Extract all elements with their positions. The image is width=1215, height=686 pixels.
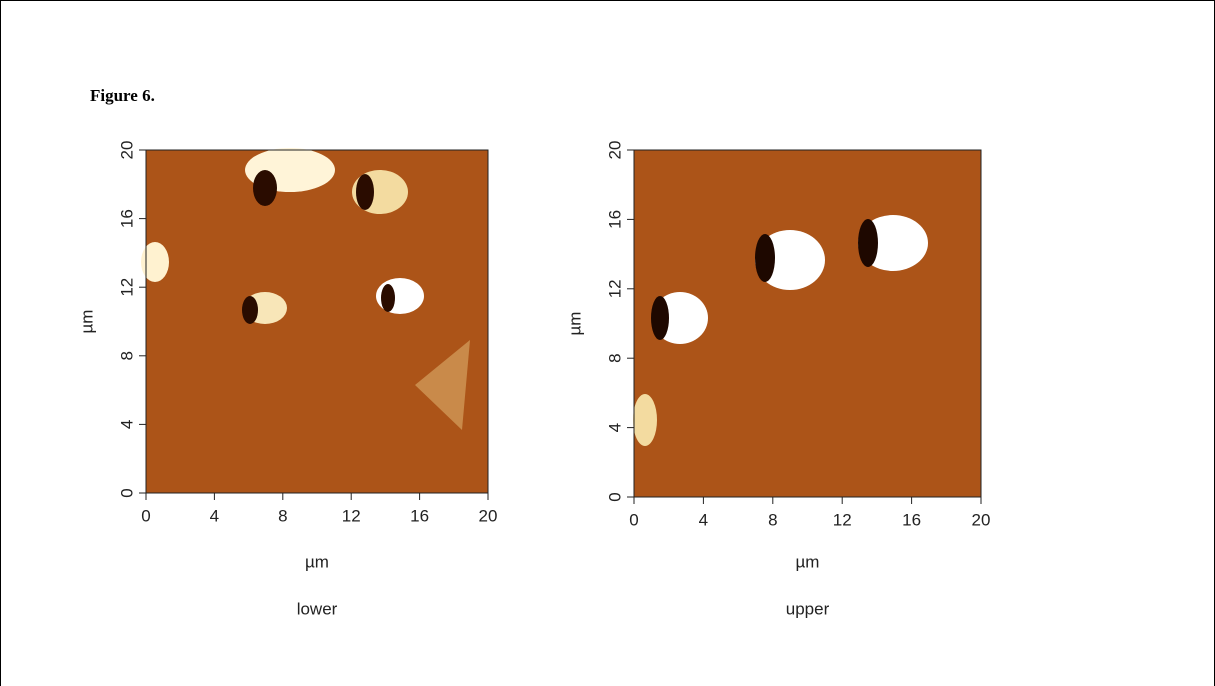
y-tick-label: 12 <box>117 278 136 297</box>
y-tick-label: 20 <box>605 141 624 160</box>
image-lower <box>141 148 488 493</box>
y-tick-label: 16 <box>605 210 624 229</box>
y-tick-label: 8 <box>605 353 624 362</box>
y-axis-label: µm <box>565 312 584 336</box>
plot-frame <box>145 149 489 494</box>
x-tick-label: 8 <box>278 506 287 525</box>
x-tick-label: 0 <box>629 510 638 529</box>
x-tick-label: 16 <box>902 510 921 529</box>
panel-caption: upper <box>786 599 830 618</box>
x-axis-label: µm <box>305 552 329 571</box>
y-tick-label: 0 <box>117 488 136 497</box>
image-upper <box>633 150 981 497</box>
plot-frame <box>633 149 982 498</box>
x-axis-label: µm <box>796 552 820 571</box>
y-tick-label: 12 <box>605 279 624 298</box>
x-tick-label: 8 <box>768 510 777 529</box>
y-tick-label: 16 <box>117 209 136 228</box>
x-tick-label: 4 <box>210 506 219 525</box>
x-tick-label: 20 <box>972 510 991 529</box>
y-tick-label: 4 <box>605 423 624 432</box>
panel-caption: lower <box>297 599 338 618</box>
x-tick-label: 20 <box>479 506 498 525</box>
x-tick-label: 4 <box>699 510 708 529</box>
x-tick-label: 12 <box>342 506 361 525</box>
x-tick-label: 16 <box>410 506 429 525</box>
x-tick-label: 0 <box>141 506 150 525</box>
figure-label: Figure 6. <box>90 86 155 105</box>
y-axis-label: µm <box>77 310 96 334</box>
y-tick-label: 20 <box>117 141 136 160</box>
y-tick-label: 0 <box>605 492 624 501</box>
y-tick-label: 4 <box>117 420 136 429</box>
x-tick-label: 12 <box>833 510 852 529</box>
y-tick-label: 8 <box>117 351 136 360</box>
